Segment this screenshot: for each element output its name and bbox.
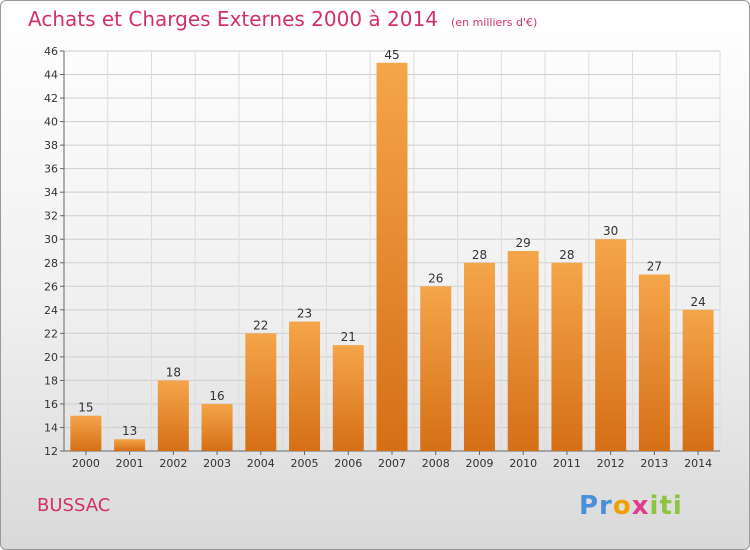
y-tick-label: 36: [44, 163, 58, 176]
value-label-2012: 30: [603, 224, 618, 238]
bar-2006: [332, 345, 364, 451]
logo-letters-pr: Pr: [579, 491, 613, 521]
bar-2014: [682, 309, 714, 451]
logo-letters-iti: iti: [649, 491, 683, 521]
bar-2000: [70, 415, 102, 451]
bar-2002: [157, 380, 189, 451]
y-tick-label: 16: [44, 398, 58, 411]
value-label-2011: 28: [559, 248, 574, 262]
x-tick-label-2014: 2014: [684, 457, 712, 470]
bar-2001: [114, 439, 146, 451]
commune-name: BUSSAC: [37, 495, 111, 516]
bar-2013: [638, 274, 670, 451]
y-tick-label: 34: [44, 186, 58, 199]
bar-2005: [289, 321, 321, 451]
y-tick-label: 14: [44, 421, 58, 434]
proxiti-logo: Proxiti: [579, 491, 683, 521]
bar-2009: [463, 262, 495, 451]
y-tick-label: 30: [44, 233, 58, 246]
y-tick-label: 26: [44, 280, 58, 293]
y-tick-label: 18: [44, 374, 58, 387]
bar-2007: [376, 62, 408, 451]
chart-title-text: Achats et Charges Externes 2000 à 2014: [28, 7, 438, 31]
bar-2010: [507, 251, 539, 451]
y-tick-label: 28: [44, 257, 58, 270]
logo-letter-o: o: [612, 491, 632, 521]
value-label-2007: 45: [384, 48, 399, 62]
logo-letter-x: x: [631, 491, 650, 521]
value-label-2013: 27: [647, 260, 662, 274]
x-tick-label-2013: 2013: [640, 457, 668, 470]
x-tick-label-2009: 2009: [465, 457, 493, 470]
value-label-2009: 28: [472, 248, 487, 262]
labels: 15 2000 13 2001 18 2002 16 2003 22 2004 23 2005 21 20…: [72, 48, 712, 470]
y-tick-label: 42: [44, 92, 58, 105]
x-tick-label-2005: 2005: [291, 457, 319, 470]
x-tick-label-2006: 2006: [334, 457, 362, 470]
value-label-2006: 21: [341, 330, 356, 344]
bar-2011: [551, 262, 583, 451]
bar-2012: [595, 239, 627, 451]
y-tick-label: 22: [44, 327, 58, 340]
y-tick-label: 44: [44, 69, 58, 82]
y-tick-label: 32: [44, 210, 58, 223]
value-label-2003: 16: [209, 389, 224, 403]
y-tick-label: 12: [44, 445, 58, 458]
value-label-2000: 15: [78, 401, 93, 415]
x-tick-label-2011: 2011: [553, 457, 581, 470]
y-tick-label: 46: [44, 45, 58, 58]
y-tick-label: 24: [44, 304, 58, 317]
value-label-2002: 18: [166, 365, 181, 379]
y-tick-label: 20: [44, 351, 58, 364]
x-tick-label-2003: 2003: [203, 457, 231, 470]
y-tick-label: 40: [44, 116, 58, 129]
bar-2003: [201, 403, 233, 451]
chart-title: Achats et Charges Externes 2000 à 2014 (…: [28, 7, 537, 31]
x-tick-label-2004: 2004: [247, 457, 275, 470]
x-tick-label-2000: 2000: [72, 457, 100, 470]
value-label-2001: 13: [122, 424, 137, 438]
bar-2008: [420, 286, 452, 451]
x-tick-label-2007: 2007: [378, 457, 406, 470]
bar-2004: [245, 333, 277, 451]
y-tick-label: 38: [44, 139, 58, 152]
bars: [70, 62, 714, 451]
value-label-2014: 24: [690, 295, 705, 309]
chart-unit-note: (en milliers d'€): [451, 16, 538, 29]
x-tick-label-2010: 2010: [509, 457, 537, 470]
value-label-2008: 26: [428, 271, 443, 285]
x-tick-label-2012: 2012: [597, 457, 625, 470]
x-tick-label-2002: 2002: [159, 457, 187, 470]
value-label-2010: 29: [516, 236, 531, 250]
x-tick-label-2008: 2008: [422, 457, 450, 470]
value-label-2005: 23: [297, 307, 312, 321]
x-tick-label-2001: 2001: [116, 457, 144, 470]
value-label-2004: 22: [253, 318, 268, 332]
